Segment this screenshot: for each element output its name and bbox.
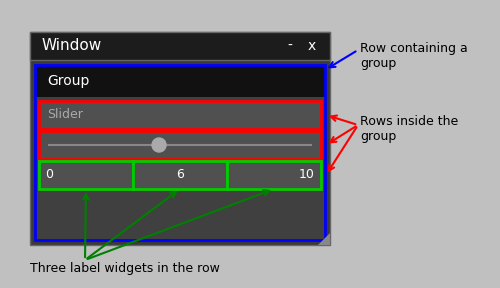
Bar — [30, 32, 330, 60]
Bar — [227, 161, 321, 189]
Bar — [39, 161, 321, 189]
Bar — [35, 65, 325, 97]
Bar — [35, 65, 325, 240]
Text: 0: 0 — [45, 168, 53, 181]
Text: Row containing a
group: Row containing a group — [360, 42, 468, 70]
Text: -: - — [288, 39, 292, 53]
Bar — [30, 32, 330, 245]
Text: Rows inside the
group: Rows inside the group — [360, 115, 458, 143]
Bar — [39, 131, 321, 159]
Text: x: x — [308, 39, 316, 53]
Bar — [39, 101, 321, 129]
Text: 6: 6 — [176, 168, 184, 181]
Text: Three label widgets in the row: Three label widgets in the row — [30, 262, 220, 275]
Bar — [133, 161, 227, 189]
Bar — [39, 161, 133, 189]
Bar — [35, 97, 325, 240]
Text: Window: Window — [42, 39, 102, 54]
Text: Group: Group — [47, 74, 90, 88]
Polygon shape — [318, 233, 330, 245]
Text: 10: 10 — [299, 168, 315, 181]
Circle shape — [152, 138, 166, 152]
Text: Slider: Slider — [47, 109, 83, 122]
